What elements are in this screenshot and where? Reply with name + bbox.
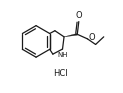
Text: NH: NH	[58, 52, 68, 58]
Text: O: O	[88, 33, 95, 42]
Text: O: O	[76, 11, 82, 20]
Text: HCl: HCl	[53, 69, 67, 78]
Polygon shape	[64, 33, 77, 37]
